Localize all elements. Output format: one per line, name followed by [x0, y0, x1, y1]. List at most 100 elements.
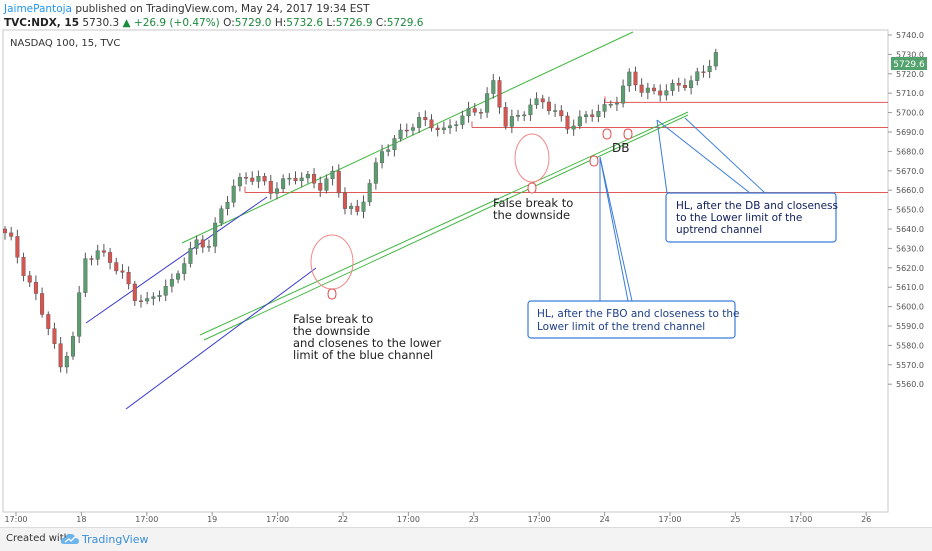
y-tick-label: 5680.0: [896, 147, 924, 156]
candle-up: [534, 98, 539, 106]
uptrend-upper-line: [181, 31, 634, 244]
candle-down: [126, 272, 131, 285]
candle-up: [670, 82, 675, 91]
chart-svg[interactable]: NASDAQ 100, 15, TVC 5560.05570.05580.055…: [0, 0, 932, 527]
candle-down: [262, 176, 267, 182]
ticker: TVC:NDX, 15: [4, 17, 80, 29]
tradingview-brand[interactable]: TradingView: [82, 533, 149, 546]
candle-up: [163, 286, 168, 296]
candle-up: [386, 149, 391, 152]
candle-down: [40, 293, 45, 315]
x-tick-label: 17:00: [789, 515, 812, 524]
candle-down: [423, 117, 428, 120]
candle-up: [324, 178, 329, 191]
candle-up: [707, 65, 712, 73]
callout-db-text-1: HL, after the DB and closeness: [676, 200, 838, 212]
uptrend-lower-line-2: [199, 111, 689, 336]
candle-down: [114, 262, 119, 272]
candle-down: [701, 71, 706, 73]
y-tick-label: 5600.0: [896, 303, 924, 312]
candle-up: [330, 170, 335, 179]
x-tick-label: 18: [76, 515, 86, 524]
candle-up: [460, 115, 465, 125]
candle-down: [497, 80, 502, 108]
candle-up: [614, 102, 619, 105]
callout-fbo-pointer-2: [599, 156, 629, 302]
candle-up: [151, 296, 156, 299]
price-change: ▲ +26.9 (+0.47%): [122, 17, 220, 29]
candle-up: [219, 208, 224, 224]
candle-down: [478, 112, 483, 114]
x-tick-label: 23: [469, 515, 479, 524]
x-axis: 17:00 18 17:00 19 17:00 22 17:00 23 17:00 24 17:00…: [4, 512, 871, 524]
close-value: 5729.6: [386, 17, 424, 29]
candle-up: [157, 295, 162, 297]
fbo2-text-2: the downside: [493, 208, 570, 222]
candle-up: [448, 125, 453, 129]
candle-up: [95, 250, 100, 260]
hand-pointer-icon: [623, 128, 633, 140]
callout-db-text-3: uptrend channel: [676, 224, 762, 236]
y-tick-label: 5590.0: [896, 322, 924, 331]
candle-down: [639, 84, 644, 93]
candle-up: [367, 183, 372, 203]
x-tick-label: 22: [338, 515, 348, 524]
y-tick-label: 5560.0: [896, 380, 924, 389]
candle-down: [101, 250, 106, 253]
candle-down: [336, 170, 341, 194]
y-tick-label: 5690.0: [896, 128, 924, 137]
candle-up: [305, 174, 310, 179]
x-tick-label: 24: [600, 515, 610, 524]
candle-up: [256, 176, 261, 182]
candle-up: [83, 258, 88, 293]
footer-bar: Created with TradingView: [0, 527, 932, 551]
candle-up: [213, 222, 218, 247]
candle-down: [200, 239, 205, 248]
candle-down: [21, 257, 26, 276]
candle-down: [590, 114, 595, 117]
candle-up: [361, 201, 366, 212]
x-tick-label: 17:00: [528, 515, 551, 524]
y-axis: 5560.0 5570.0 5580.0 5590.0 5600.0 5610.0 5620…: [888, 31, 924, 389]
close-label: C:: [375, 17, 387, 29]
author-link[interactable]: JaimePantoja: [4, 3, 72, 15]
published-text: published on TradingView.com, May 24, 20…: [71, 3, 370, 15]
candle-down: [52, 328, 57, 344]
db-label: DB: [612, 141, 629, 155]
candle-down: [3, 228, 7, 234]
low-label: L:: [326, 17, 336, 29]
marks: [310, 128, 633, 300]
open-value: 5729.0: [234, 17, 272, 29]
candle-up: [695, 71, 700, 81]
y-tick-label: 5720.0: [896, 70, 924, 79]
x-tick-label: 17:00: [135, 515, 158, 524]
header-line-2: TVC:NDX, 15 5730.3 ▲ +26.9 (+0.47%) O:57…: [4, 16, 423, 30]
candles: [3, 48, 718, 374]
last-price-tag: [891, 57, 927, 70]
candle-up: [373, 162, 378, 184]
candle-down: [9, 232, 14, 237]
candle-up: [398, 129, 403, 139]
candle-down: [108, 252, 113, 263]
y-tick-label: 5700.0: [896, 109, 924, 118]
candle-up: [182, 263, 187, 274]
candle-up: [645, 87, 650, 93]
candle-down: [138, 300, 143, 302]
candle-down: [540, 98, 545, 103]
callout-fbo-box: [527, 300, 736, 339]
candle-up: [621, 85, 626, 104]
candle-up: [145, 298, 150, 302]
candle-up: [627, 71, 632, 87]
callout-db-pointer-2: [684, 117, 766, 194]
candle-down: [546, 101, 551, 111]
fbo1-text-3: and closenes to the lower: [293, 336, 441, 350]
candle-up: [206, 246, 211, 248]
callout-fbo-text-2: Lower limit of the trend channel: [537, 321, 705, 333]
candle-up: [176, 273, 181, 280]
high-label: H:: [274, 17, 287, 29]
fbo-circle-2: [514, 133, 550, 183]
y-tick-label: 5670.0: [896, 167, 924, 176]
callout-db-box: [665, 192, 837, 243]
y-tick-label: 5660.0: [896, 186, 924, 195]
trend-lines: [85, 31, 766, 410]
